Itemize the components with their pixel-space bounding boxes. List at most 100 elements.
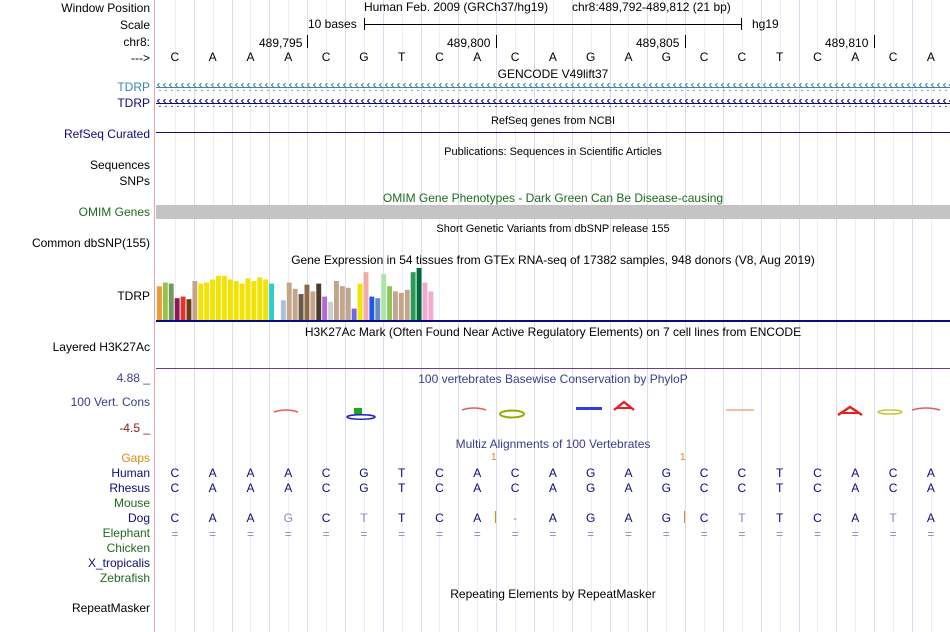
gtex-tissue-bar[interactable]	[233, 281, 239, 320]
gtex-tissue-bar[interactable]	[216, 275, 221, 320]
gtex-tissue-bar[interactable]	[316, 283, 322, 320]
base-letter: A	[246, 481, 255, 495]
label-repeatmasker[interactable]: RepeatMasker	[71, 601, 150, 615]
gtex-tissue-bar[interactable]	[404, 289, 410, 320]
gtex-tissue-bar[interactable]	[322, 296, 328, 320]
label-tdrp-gencode-1[interactable]: TDRP	[117, 80, 150, 94]
gtex-tissue-bar[interactable]	[280, 300, 286, 320]
gtex-tissue-bar[interactable]	[263, 279, 269, 320]
label-100-vert-cons[interactable]: 100 Vert. Cons	[70, 395, 150, 409]
gtex-tissue-bar[interactable]	[357, 283, 363, 320]
gtex-tissue-bar[interactable]	[410, 272, 416, 320]
gtex-tissue-bar[interactable]	[298, 294, 304, 320]
gtex-tissue-bar[interactable]	[245, 278, 251, 320]
base-letter: C	[737, 466, 747, 480]
label-scale[interactable]: Scale	[119, 18, 150, 32]
gtex-tissue-bar[interactable]	[174, 298, 180, 320]
base-letter: A	[851, 50, 860, 64]
gtex-tissue-bar[interactable]	[210, 279, 215, 320]
omim-gene-bar[interactable]	[156, 205, 950, 219]
gtex-tissue-bar[interactable]	[192, 281, 198, 320]
base-letter: C	[737, 481, 747, 495]
label-rhesus[interactable]: Rhesus	[109, 481, 150, 495]
label-window-position[interactable]: Window Position	[61, 1, 150, 15]
tdrp-transcript-2[interactable]	[156, 99, 950, 107]
base-letter: T	[398, 511, 406, 525]
label-tdrp-gencode-2[interactable]: TDRP	[117, 96, 150, 110]
base-letter: T	[776, 481, 784, 495]
gtex-tissue-bar[interactable]	[422, 282, 428, 320]
label-mouse[interactable]: Mouse	[113, 496, 150, 510]
track-data-area[interactable]: Human Feb. 2009 (GRCh37/hg19) chr8:489,7…	[156, 0, 950, 632]
gtex-expression-chart[interactable]	[156, 266, 950, 322]
gtex-tissue-bar[interactable]	[339, 286, 345, 320]
label-gaps[interactable]: Gaps	[121, 451, 150, 465]
gtex-tissue-bar[interactable]	[180, 296, 186, 320]
base-letter: A	[208, 511, 217, 525]
gtex-tissue-bar[interactable]	[381, 274, 387, 320]
label-common-dbsnp[interactable]: Common dbSNP(155)	[31, 236, 150, 250]
label-elephant[interactable]: Elephant	[102, 526, 150, 540]
gtex-tissue-bar[interactable]	[334, 281, 339, 320]
label-sequences[interactable]: Sequences	[89, 158, 150, 172]
gtex-tissue-bar[interactable]	[198, 283, 204, 320]
label-layered-h3k27ac[interactable]: Layered H3K27Ac	[52, 340, 150, 354]
label-human[interactable]: Human	[111, 466, 150, 480]
label-chr[interactable]: chr8:	[123, 35, 150, 49]
gtex-tissue-bar[interactable]	[251, 281, 257, 320]
gtex-tissue-bar[interactable]	[157, 286, 162, 320]
base-letter: C	[699, 50, 709, 64]
gtex-tissue-bar[interactable]	[369, 296, 375, 320]
ruler-scale-label: 10 bases	[308, 17, 357, 31]
base-letter: =	[889, 527, 897, 541]
gtex-tissue-bar[interactable]	[363, 272, 369, 320]
base-letter: A	[208, 466, 217, 480]
base-letter: C	[321, 50, 331, 64]
gtex-tissue-bar[interactable]	[345, 287, 351, 320]
label-x-tropicalis[interactable]: X_tropicalis	[87, 556, 150, 570]
gtex-tissue-bar[interactable]	[428, 291, 434, 320]
gtex-tissue-bar[interactable]	[162, 282, 168, 320]
gtex-tissue-bar[interactable]	[239, 283, 245, 320]
label-strand-arrow[interactable]: --->	[131, 51, 150, 65]
gtex-tissue-bar[interactable]	[398, 292, 404, 320]
base-letter: C	[435, 481, 444, 495]
gtex-tissue-bar[interactable]	[269, 283, 274, 320]
label-snps[interactable]: SNPs	[119, 174, 150, 188]
gtex-tissue-bar[interactable]	[310, 291, 316, 320]
gtex-tissue-bar[interactable]	[221, 275, 227, 320]
gtex-tissue-bar[interactable]	[257, 277, 263, 320]
label-refseq-curated[interactable]: RefSeq Curated	[63, 127, 150, 141]
label-zebrafish[interactable]: Zebrafish	[99, 571, 150, 585]
gtex-tissue-bar[interactable]	[351, 308, 357, 320]
phylop-conservation-plot[interactable]	[156, 398, 950, 422]
base-letter: =	[738, 527, 746, 541]
gtex-tissue-bar[interactable]	[168, 283, 174, 320]
label-tdrp-gtex[interactable]: TDRP	[117, 289, 150, 303]
gtex-tissue-bar[interactable]	[292, 288, 298, 320]
base-letter: T	[360, 511, 368, 525]
label-chicken[interactable]: Chicken	[106, 541, 150, 555]
gtex-tissue-bar[interactable]	[227, 279, 233, 320]
tdrp-transcript-1[interactable]	[156, 83, 950, 91]
base-letter: G	[661, 511, 671, 525]
label-dog[interactable]: Dog	[127, 511, 150, 525]
gtex-tissue-bar[interactable]	[387, 286, 392, 320]
ruler-db: hg19	[752, 17, 779, 31]
label-omim-genes[interactable]: OMIM Genes	[78, 205, 150, 219]
gtex-tissue-bar[interactable]	[328, 301, 333, 320]
gtex-tissue-bar[interactable]	[393, 291, 398, 320]
gtex-tissue-bar[interactable]	[204, 282, 210, 320]
refseq-gene-line[interactable]	[156, 128, 950, 136]
gtex-tissue-bar[interactable]	[375, 298, 381, 320]
gtex-tissue-bar[interactable]	[416, 268, 422, 320]
gtex-tissue-bar[interactable]	[304, 284, 310, 320]
h3k27ac-signal-line[interactable]	[156, 366, 950, 370]
gtex-tissue-bar[interactable]	[286, 282, 292, 320]
base-letter: C	[699, 481, 709, 495]
ruler-scale-bar	[364, 18, 742, 30]
gencode-gene-tracks[interactable]	[156, 81, 950, 111]
gtex-tissue-bar[interactable]	[186, 299, 192, 320]
base-letter: C	[170, 50, 180, 64]
